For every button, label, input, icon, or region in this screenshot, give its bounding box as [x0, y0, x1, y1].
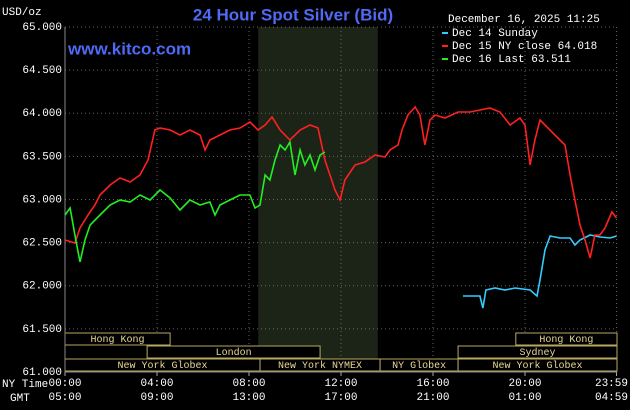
- x-tick-label: 20:00: [508, 378, 541, 390]
- session-box: [515, 332, 618, 346]
- y-tick-label: 63.500: [22, 151, 62, 163]
- x-tick-label: 08:00: [232, 378, 265, 390]
- x-tick-label: 23:59: [595, 378, 628, 390]
- series-line: [64, 105, 618, 259]
- x-tick-label-gmt: 05:00: [48, 392, 81, 404]
- session-label: London: [216, 347, 252, 359]
- x-tick-label: 16:00: [416, 378, 449, 390]
- session-label: Hong Kong: [539, 335, 593, 346]
- website: www.kitco.com: [67, 39, 191, 58]
- x-tick-label: 00:00: [48, 378, 81, 390]
- x-tick-label-gmt: 04:59: [595, 392, 628, 404]
- timestamp: December 16, 2025 11:25: [448, 14, 600, 26]
- y-tick-label: 64.500: [22, 65, 62, 77]
- y-axis-label: USD/oz: [2, 7, 42, 19]
- x-row-label: GMT: [10, 393, 30, 405]
- x-row-label: NY Time: [2, 379, 48, 391]
- session-label: New York NYMEX: [278, 360, 362, 372]
- y-tick-label: 65.000: [22, 22, 62, 34]
- y-tick-label: 64.000: [22, 108, 62, 120]
- x-tick-label-gmt: 21:00: [416, 392, 449, 404]
- x-tick-label-gmt: 13:00: [232, 392, 265, 404]
- session-box: [146, 345, 321, 359]
- x-tick-label-gmt: 09:00: [140, 392, 173, 404]
- y-tick-label: 61.000: [22, 367, 62, 379]
- legend-label: Dec 14 Sunday: [452, 28, 538, 40]
- x-tick-label-gmt: 01:00: [508, 392, 541, 404]
- y-tick-label: 61.500: [22, 324, 62, 336]
- legend-label: Dec 15 NY close 64.018: [452, 41, 597, 53]
- session-label: New York Globex: [118, 360, 208, 372]
- session-box: [457, 345, 618, 359]
- series-line: [462, 234, 617, 309]
- session-box: [457, 358, 618, 372]
- x-tick-label-gmt: 17:00: [324, 392, 357, 404]
- y-tick-label: 63.000: [22, 194, 62, 206]
- session-label: New York Globex: [493, 360, 583, 372]
- session-label: Sydney: [520, 347, 556, 359]
- x-tick-label: 04:00: [140, 378, 173, 390]
- y-tick-label: 62.000: [22, 281, 62, 293]
- session-label: Hong Kong: [91, 335, 145, 346]
- chart-title: 24 Hour Spot Silver (Bid): [193, 5, 393, 24]
- session-label: NY Globex: [392, 360, 446, 372]
- legend-label: Dec 16 Last 63.511: [452, 54, 571, 66]
- x-tick-label: 12:00: [324, 378, 357, 390]
- y-tick-label: 62.500: [22, 238, 62, 250]
- series-line: [64, 139, 326, 263]
